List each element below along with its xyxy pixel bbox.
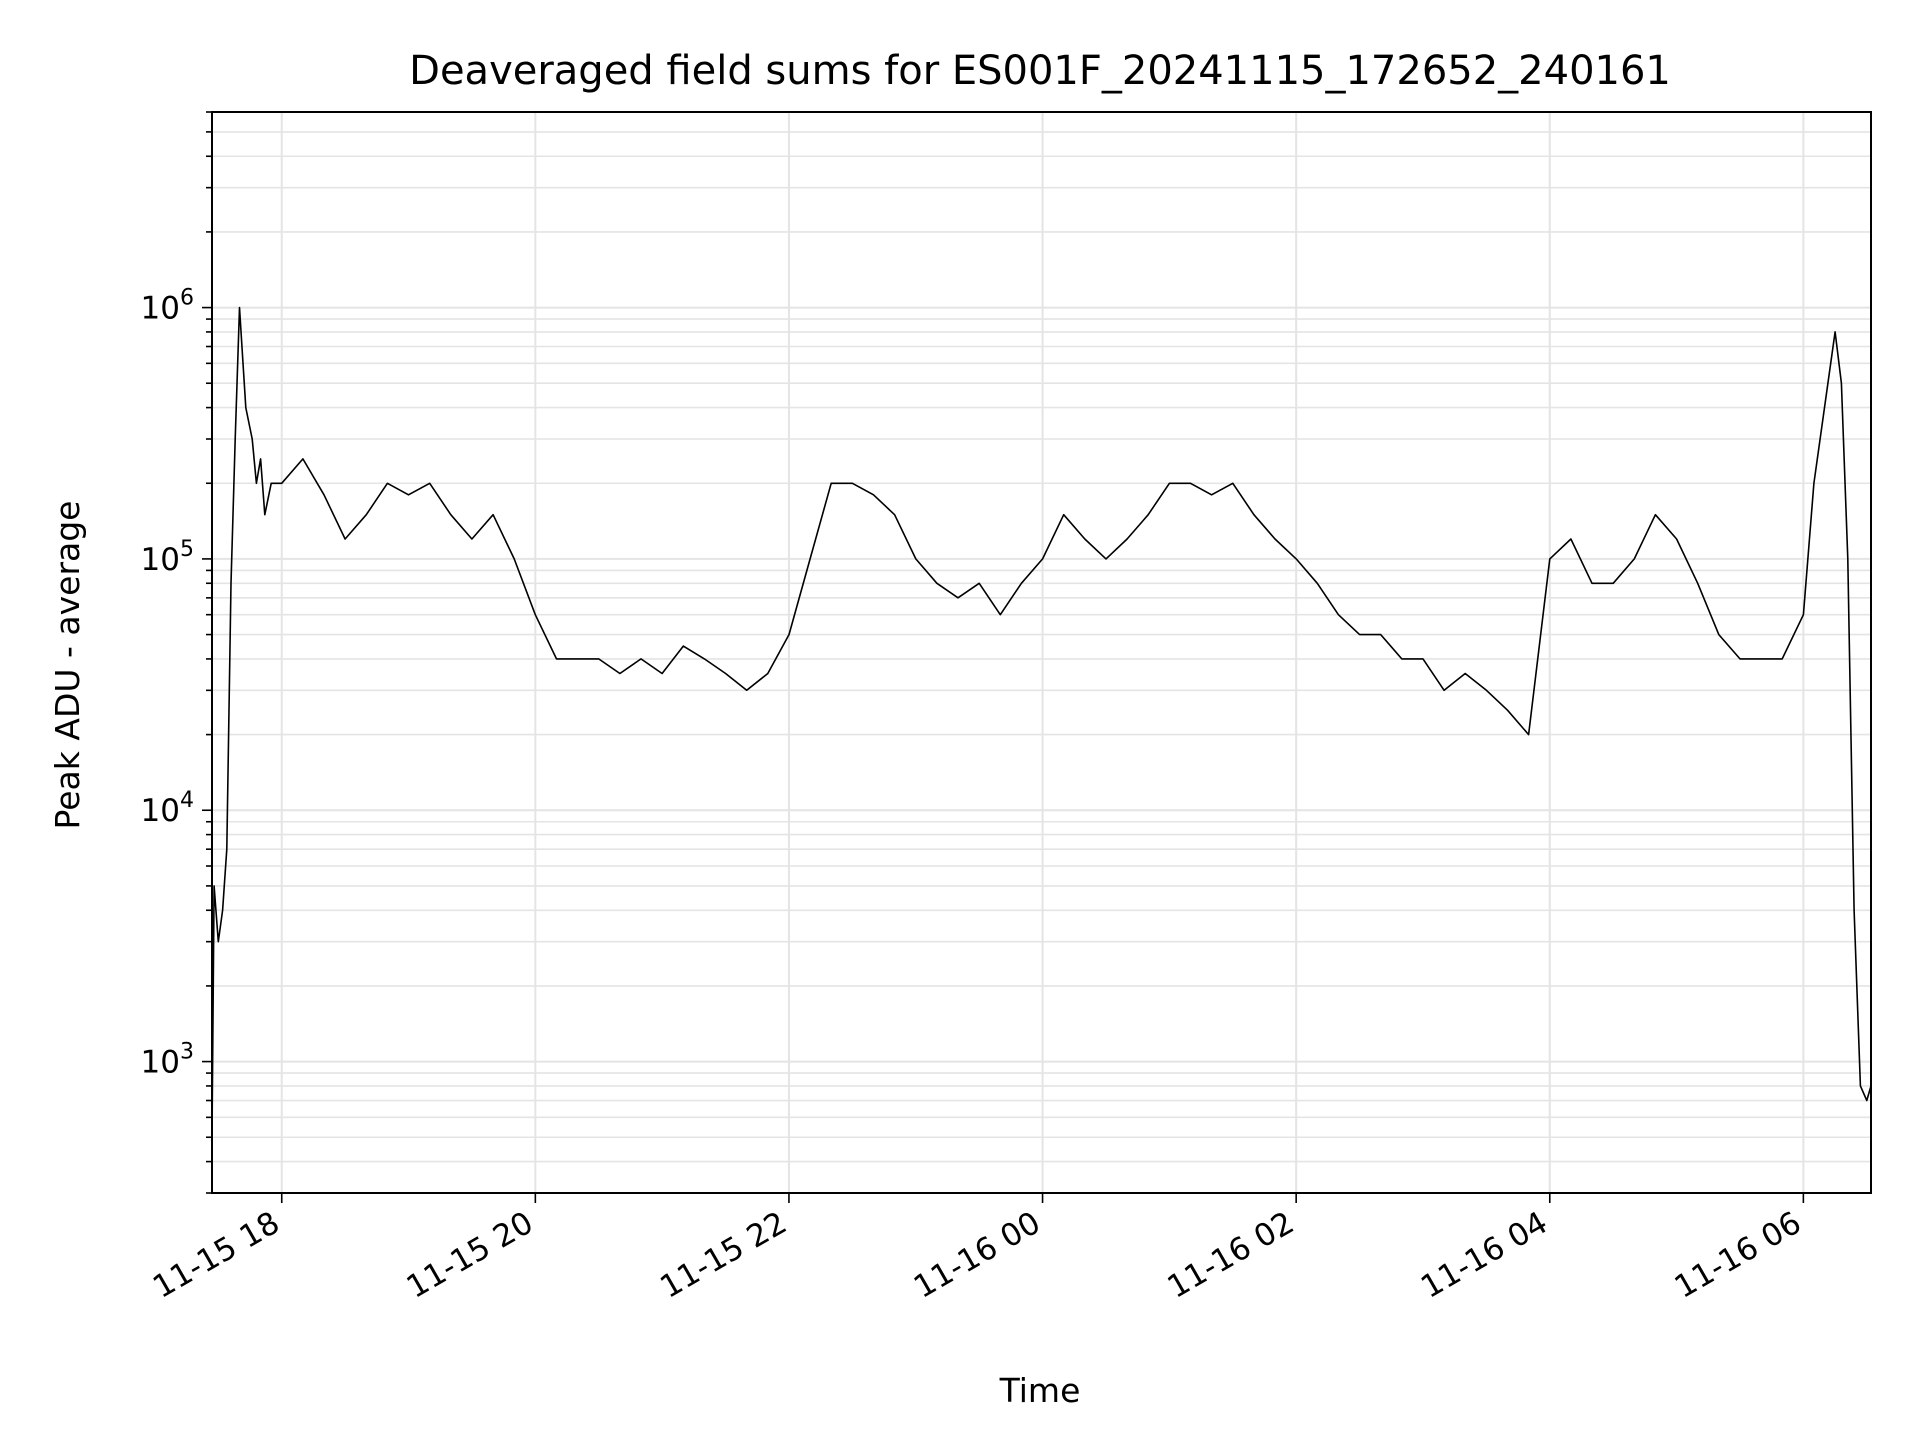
grid: [212, 111, 1871, 1194]
chart-title: Deaveraged field sums for ES001F_2024111…: [409, 48, 1671, 94]
y-tick-label: 104: [141, 788, 194, 829]
plot-frame: [211, 111, 1872, 1194]
y-tick-label: 106: [141, 286, 194, 327]
series-line-0: [211, 306, 1872, 1138]
y-tick-label: 103: [141, 1040, 194, 1081]
x-axis-label: Time: [999, 1371, 1081, 1410]
series-layer: [211, 306, 1872, 1138]
y-tick-label: 105: [141, 537, 194, 578]
y-axis-label: Peak ADU - average: [48, 501, 87, 830]
